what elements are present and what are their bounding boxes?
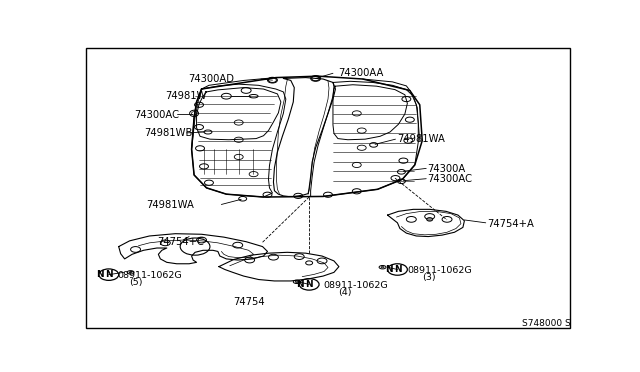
Text: 74300A: 74300A	[428, 164, 465, 174]
Text: 74754: 74754	[233, 298, 264, 307]
Text: 74300AA: 74300AA	[338, 68, 383, 78]
Text: 74981WB: 74981WB	[145, 128, 193, 138]
Text: S748000 S: S748000 S	[522, 320, 571, 328]
Text: (5): (5)	[129, 278, 143, 287]
Text: 74981WA: 74981WA	[146, 200, 194, 210]
Text: 74981WA: 74981WA	[397, 134, 445, 144]
Text: N: N	[105, 270, 113, 279]
Text: 08911-1062G: 08911-1062G	[408, 266, 472, 275]
Text: N: N	[385, 265, 392, 274]
Ellipse shape	[295, 281, 298, 282]
Text: 08911-1062G: 08911-1062G	[117, 271, 182, 280]
Text: 74754+C: 74754+C	[157, 237, 204, 247]
Text: (4): (4)	[338, 288, 351, 297]
Text: 74754+A: 74754+A	[486, 219, 534, 229]
Ellipse shape	[381, 266, 384, 268]
Text: 74300AD: 74300AD	[188, 74, 234, 84]
Text: N: N	[96, 270, 104, 279]
Ellipse shape	[129, 272, 132, 273]
Text: 74300AC: 74300AC	[134, 110, 180, 120]
Text: N: N	[305, 280, 313, 289]
Circle shape	[427, 218, 433, 221]
Text: N: N	[394, 265, 401, 274]
Text: N: N	[296, 280, 304, 289]
Text: 08911-1062G: 08911-1062G	[323, 281, 388, 290]
Text: 74300AC: 74300AC	[428, 174, 472, 184]
Text: 74981W: 74981W	[165, 91, 207, 101]
Text: (3): (3)	[422, 273, 436, 282]
